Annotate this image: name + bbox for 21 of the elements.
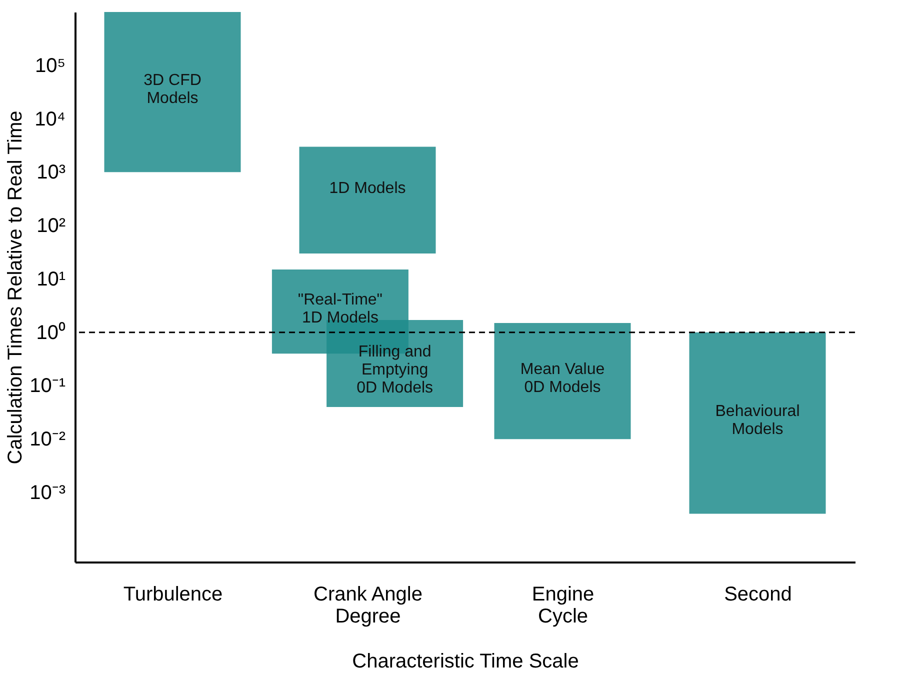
x-tick-label: Engine Cycle [532,584,594,628]
y-tick-label: 10¹ [36,268,66,290]
y-tick-label: 10⁻² [30,428,66,451]
y-tick-label: 10⁰ [36,320,66,344]
y-tick-label: 10⁴ [34,108,66,130]
series-label: Filling and Emptying 0D Models [356,344,434,397]
series-label: 1D Models [329,180,406,198]
y-tick-label: 10³ [36,162,66,184]
y-axis-title: Calculation Times Relative to Real Time [4,110,27,464]
x-tick-label: Second [724,584,792,606]
y-tick-label: 10⁻³ [30,482,66,504]
series-label: 3D CFD Models [144,72,202,108]
x-tick-label: Crank Angle Degree [314,584,422,628]
series-label: Mean Value 0D Models [520,361,605,396]
y-tick-label: 10² [36,215,66,238]
x-axis-title: Characteristic Time Scale [352,650,579,672]
series-label: "Real-Time" 1D Models [298,292,382,327]
y-tick-label: 10⁻¹ [30,375,66,398]
series-label: Behavioural Models [715,403,800,438]
x-tick-label: Turbulence [123,584,223,606]
y-tick-label: 10⁵ [34,54,66,77]
